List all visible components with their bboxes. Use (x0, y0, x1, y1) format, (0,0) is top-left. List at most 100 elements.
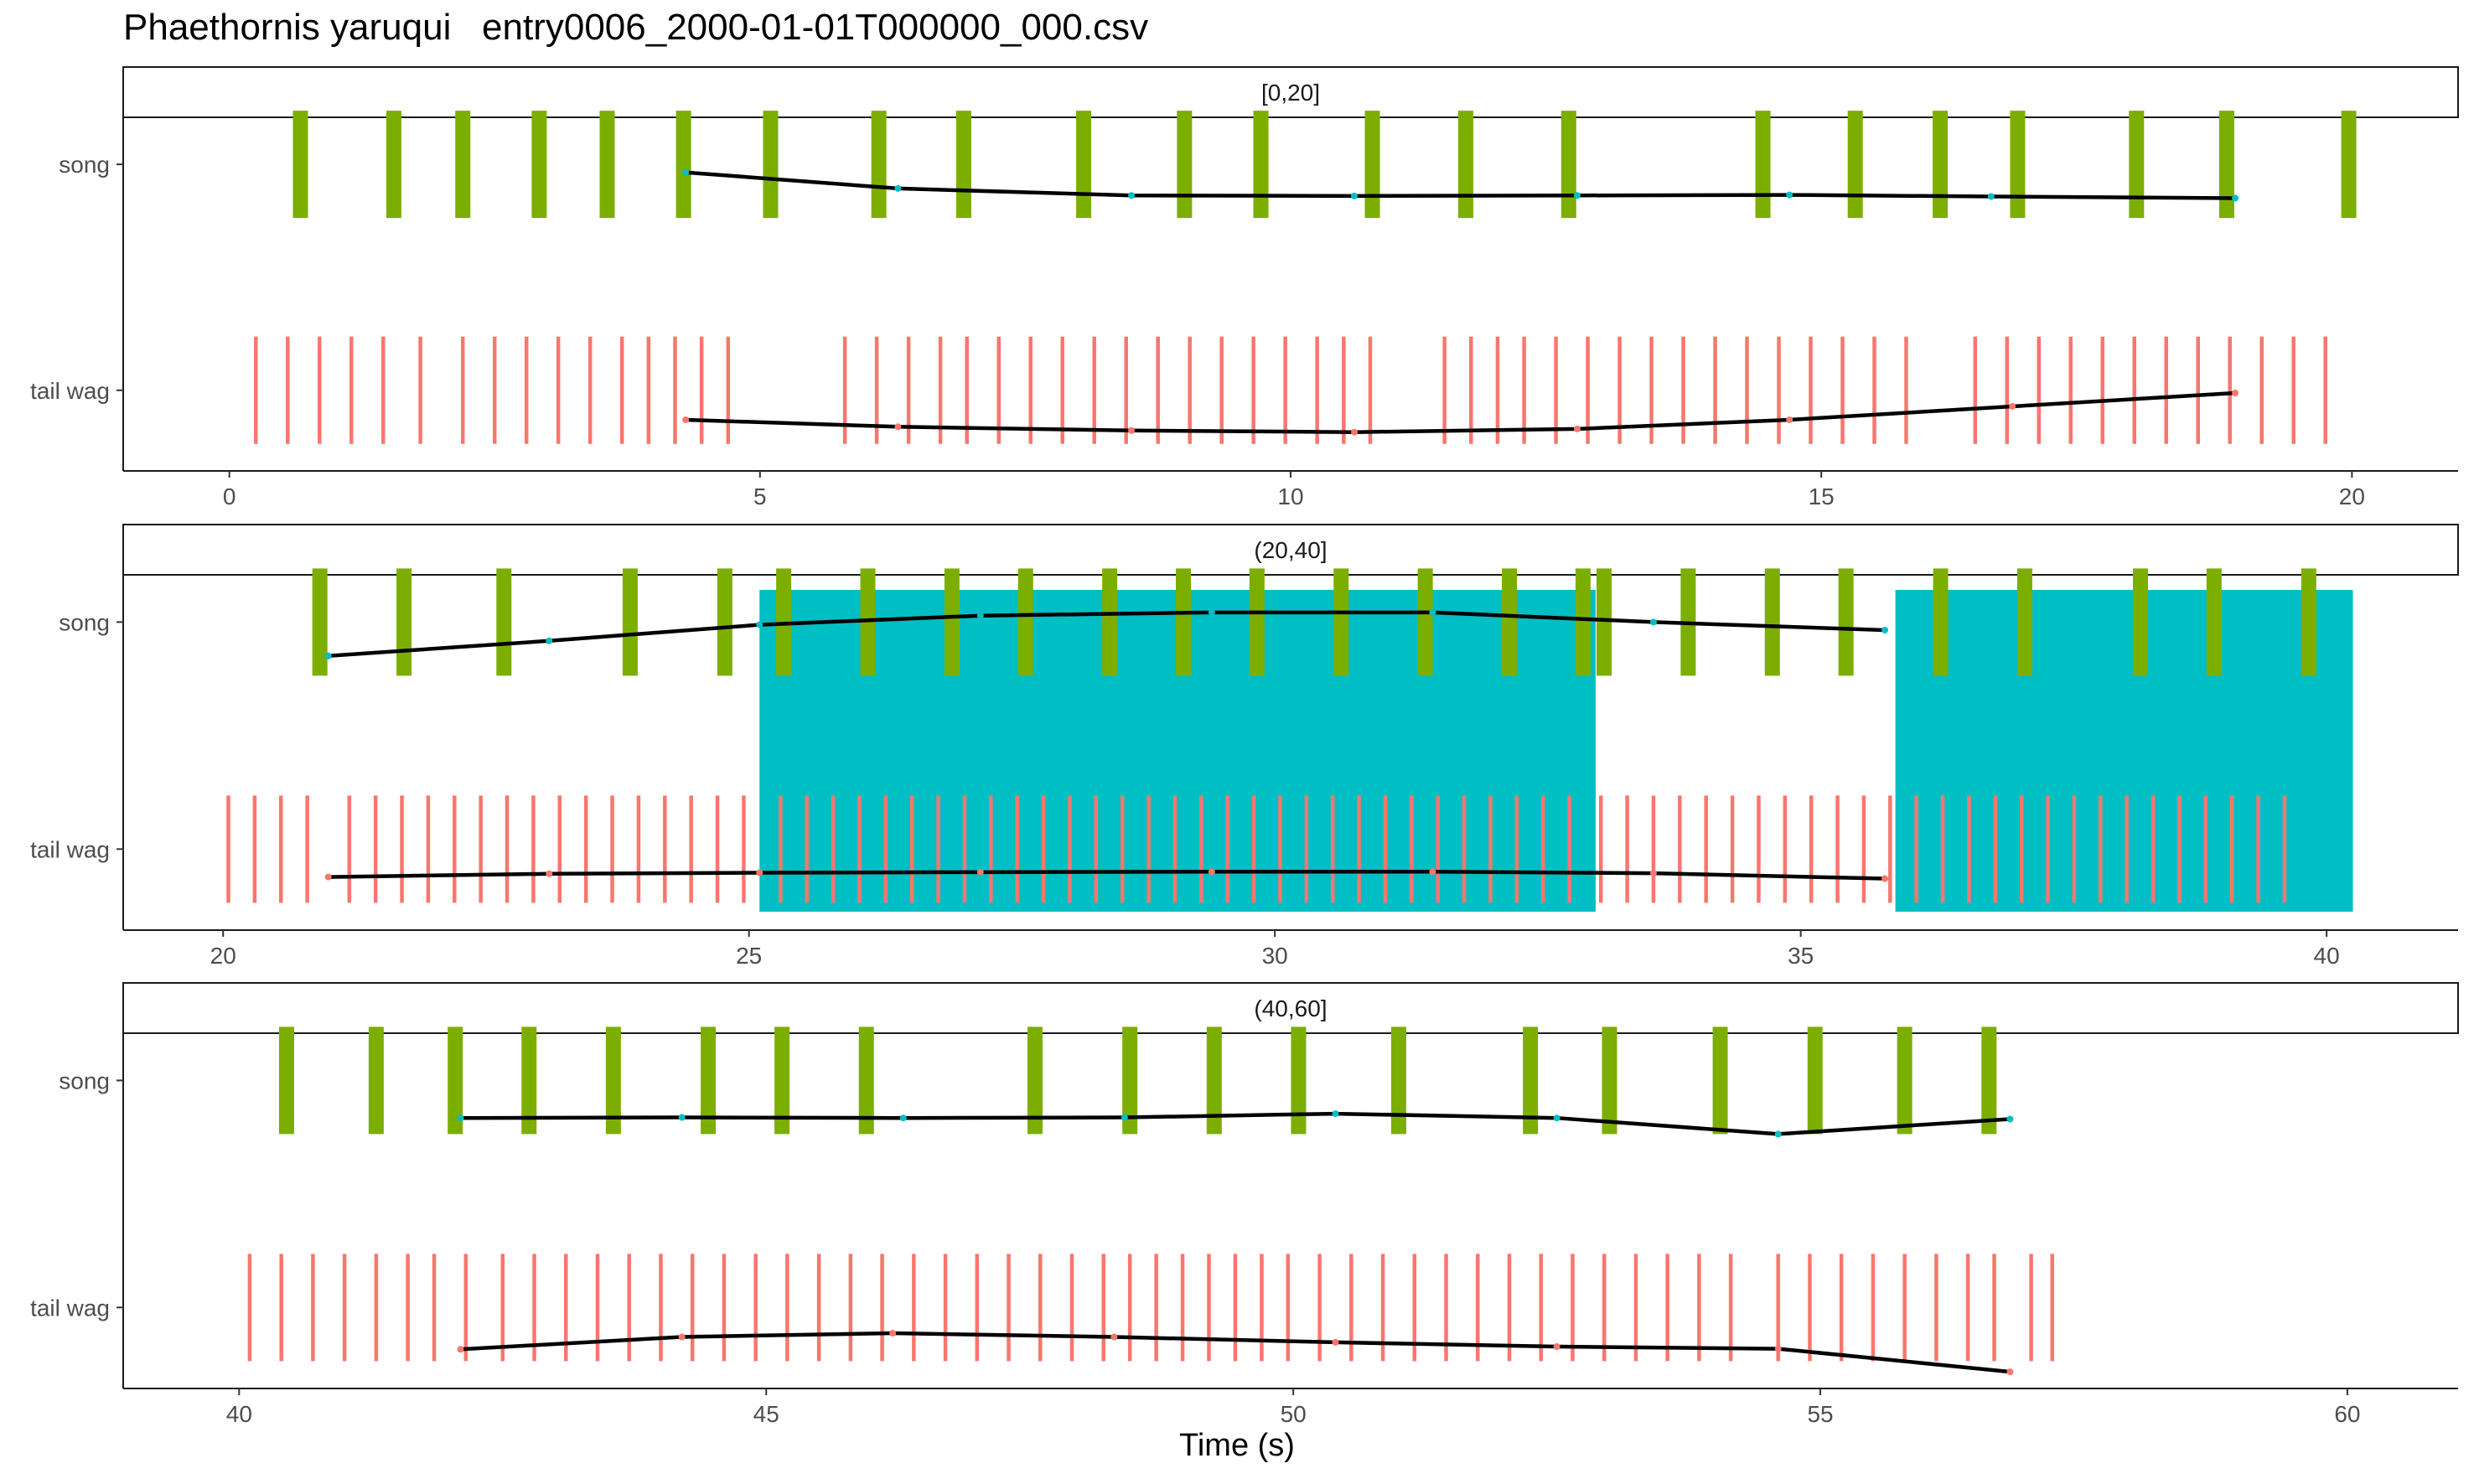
song-event-bar (1076, 111, 1092, 219)
song-event-bar (1560, 111, 1576, 219)
facet-strip-label: [0,20] (1261, 80, 1320, 106)
song-event-bar (701, 1026, 717, 1135)
tail-wag-trend-line-point (2009, 402, 2016, 410)
song-event-bar (675, 111, 691, 219)
song-event-bar (763, 111, 779, 219)
x-tick-label: 35 (1788, 943, 1814, 969)
x-axis-title: Time (s) (1179, 1428, 1295, 1463)
tail-wag-trend-line-point (546, 870, 553, 877)
song-event-bar (1206, 1026, 1222, 1135)
song-event-bar (599, 111, 615, 219)
song-trend-line-point (756, 621, 763, 628)
tail-wag-trend-line-point (324, 873, 332, 881)
song-event-bar (871, 111, 887, 219)
song-event-bar (1175, 568, 1191, 676)
x-tick-label: 50 (1281, 1401, 1307, 1427)
song-event-bar (622, 568, 638, 676)
tail-wag-trend-line-point (1649, 870, 1657, 877)
song-trend-line-point (1121, 1114, 1128, 1121)
song-event-bar (455, 111, 471, 219)
facet-strip (122, 524, 2459, 576)
song-trend-line-point (1786, 191, 1793, 199)
x-tick-label: 10 (1277, 483, 1303, 509)
song-event-bar (1017, 568, 1033, 676)
song-event-bar (1847, 111, 1863, 219)
x-tick-label: 60 (2334, 1401, 2360, 1427)
song-trend-line-point (899, 1114, 907, 1122)
song-event-bar (1807, 1026, 1823, 1135)
song-event-bar (1417, 568, 1433, 676)
song-event-bar (1933, 568, 1949, 676)
tail-wag-trend-line-point (1128, 427, 1136, 434)
tail-wag-trend-line-point (457, 1346, 464, 1353)
song-event-bar (1027, 1026, 1043, 1135)
song-trend-line-point (1429, 608, 1436, 616)
tail-wag-trend-line-point (1429, 868, 1436, 876)
song-trend-line-point (1332, 1110, 1339, 1118)
song-event-bar (2218, 111, 2234, 219)
song-trend-line-point (2232, 194, 2239, 202)
song-event-bar (1390, 1026, 1406, 1135)
song-trend-line-point (894, 184, 902, 192)
facet-panel-1: [0,20] song tail wag 0 5 10 15 20 (30, 66, 2459, 509)
song-event-bar (1523, 1026, 1539, 1135)
y-tick-label: tail wag (30, 836, 110, 862)
tail-wag-trend-line (460, 1331, 2011, 1374)
tail-wag-trend-line-point (1573, 425, 1581, 432)
tail-wag-trend-line-point (678, 1333, 686, 1341)
song-event-bar (1364, 111, 1380, 219)
song-event-bar (521, 1026, 537, 1135)
facet-strip (122, 982, 2459, 1034)
song-event-bar (448, 1026, 463, 1135)
song-event-bar (2206, 568, 2222, 676)
song-event-bar (1333, 568, 1349, 676)
tail-wag-trend-line (686, 390, 2236, 434)
tail-wag-trend-line-point (1332, 1338, 1339, 1346)
song-event-bar (774, 1026, 790, 1135)
song-trend-line-point (1350, 192, 1358, 199)
x-tick-label: 30 (1262, 943, 1288, 969)
song-event-bar (1981, 1026, 1997, 1135)
x-tick-label: 20 (2339, 483, 2365, 509)
song-event-bar (1122, 1026, 1138, 1135)
song-event-bar (496, 568, 512, 676)
song-event-bar (2129, 111, 2145, 219)
facet-strip (122, 66, 2459, 118)
song-trend-line-point (546, 637, 553, 644)
song-event-bar (1755, 111, 1771, 219)
song-event-bar (312, 568, 328, 676)
tail-wag-trend-line-point (682, 416, 690, 423)
song-trend-line-point (1774, 1130, 1782, 1138)
song-event-bar (386, 111, 401, 219)
song-trend-line-point (976, 612, 984, 619)
tail-wag-trend-line-point (976, 868, 984, 876)
song-event-bar (944, 568, 960, 676)
song-trend-line-point (324, 652, 332, 659)
song-trend-line-point (457, 1114, 464, 1122)
song-event-bar (605, 1026, 621, 1135)
y-tick-label: tail wag (30, 378, 110, 404)
song-event-bar (1764, 568, 1780, 676)
song-event-bar (1602, 1026, 1617, 1135)
chart-title: Phaethornis yaruqui entry0006_2000-01-01… (123, 7, 1149, 48)
song-trend-line (328, 610, 1886, 658)
highlight-band (1895, 590, 2353, 912)
song-trend-line-point (1649, 618, 1657, 626)
song-trend-line-point (1128, 192, 1136, 199)
song-event-bar (396, 568, 412, 676)
song-event-bar (1457, 111, 1473, 219)
song-event-bar (1933, 111, 1949, 219)
song-event-bar (2010, 111, 2026, 219)
song-event-bar (2133, 568, 2149, 676)
song-trend-line-point (1573, 192, 1581, 199)
song-trend-line (460, 1111, 2011, 1136)
song-event-bar (2341, 111, 2357, 219)
tail-wag-trend-line-point (1208, 868, 1215, 876)
song-trend-line-point (2006, 1115, 2014, 1123)
song-event-bar (1596, 568, 1612, 676)
tail-wag-trend-line (328, 869, 1886, 881)
y-tick-label: song (59, 1068, 110, 1094)
song-event-bar (1177, 111, 1193, 219)
song-trend-line-point (1881, 626, 1889, 633)
